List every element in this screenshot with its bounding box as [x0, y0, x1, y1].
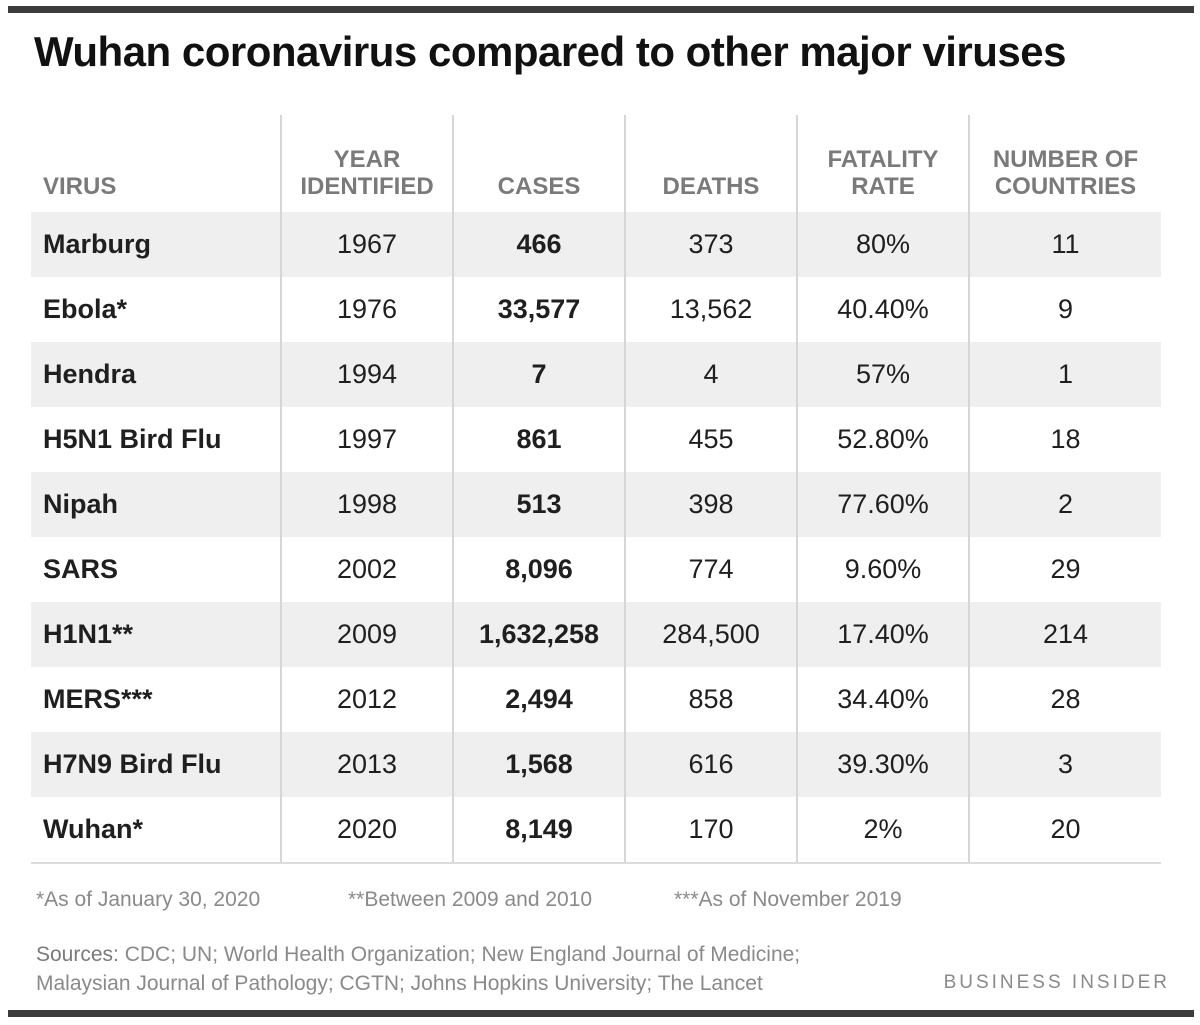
header-year-identified: YEAR IDENTIFIED: [280, 115, 453, 212]
cell-virus: Nipah: [31, 472, 281, 537]
sources-line-2: Malaysian Journal of Pathology; CGTN; Jo…: [36, 972, 763, 995]
cell-year: 1967: [280, 212, 453, 277]
cell-countries: 11: [968, 212, 1161, 277]
cell-year: 2009: [280, 602, 453, 667]
cell-year: 2012: [280, 667, 453, 732]
cell-fatality-rate: 80%: [796, 212, 969, 277]
footnote-mers: ***As of November 2019: [674, 888, 902, 911]
cell-fatality-rate: 9.60%: [796, 537, 969, 602]
table-row: Nipah 1998 513 398 77.60% 2: [31, 472, 1161, 537]
cell-fatality-rate: 52.80%: [796, 407, 969, 472]
cell-fatality-rate: 57%: [796, 342, 969, 407]
header-virus: VIRUS: [43, 173, 117, 200]
cell-cases: 8,096: [452, 537, 625, 602]
header-number-of-countries: NUMBER OF COUNTRIES: [968, 115, 1161, 212]
cell-cases: 2,494: [452, 667, 625, 732]
cell-deaths: 4: [624, 342, 797, 407]
table-row: Ebola* 1976 33,577 13,562 40.40% 9: [31, 277, 1161, 342]
cell-year: 1998: [280, 472, 453, 537]
business-insider-logo: BUSINESS INSIDER: [943, 972, 1170, 993]
cell-deaths: 398: [624, 472, 797, 537]
cell-countries: 1: [968, 342, 1161, 407]
cell-virus: MERS***: [43, 684, 153, 714]
sources-label: Sources:: [36, 943, 119, 966]
header-fatality-rate: FATALITY RATE: [796, 115, 969, 212]
table-row: H7N9 Bird Flu 2013 1,568 616 39.30% 3: [31, 732, 1161, 797]
cell-cases: 7: [452, 342, 625, 407]
cell-fatality-rate: 39.30%: [796, 732, 969, 797]
page-title: Wuhan coronavirus compared to other majo…: [34, 28, 1066, 75]
table-row: SARS 2002 8,096 774 9.60% 29: [31, 537, 1161, 602]
cell-fatality-rate: 17.40%: [796, 602, 969, 667]
cell-countries: 28: [968, 667, 1161, 732]
table-row: Wuhan* 2020 8,149 170 2% 20: [31, 797, 1161, 864]
cell-year: 1997: [280, 407, 453, 472]
cell-year: 2013: [280, 732, 453, 797]
table-row: MERS*** 2012 2,494 858 34.40% 28: [31, 667, 1161, 732]
cell-countries: 3: [968, 732, 1161, 797]
cell-virus: Wuhan*: [31, 797, 281, 864]
cell-virus: SARS: [43, 554, 119, 584]
cell-fatality-rate: 77.60%: [796, 472, 969, 537]
cell-deaths: 616: [624, 732, 797, 797]
cell-fatality-rate: 34.40%: [796, 667, 969, 732]
footnote-h1n1: **Between 2009 and 2010: [348, 888, 593, 911]
virus-comparison-table: VIRUS YEAR IDENTIFIED CASES DEATHS FATALI…: [31, 115, 1161, 864]
sources: Sources: CDC; UN; World Health Organizat…: [36, 940, 800, 998]
cell-year: 2002: [280, 537, 453, 602]
cell-year: 1994: [280, 342, 453, 407]
cell-countries: 29: [968, 537, 1161, 602]
cell-virus: Hendra: [31, 342, 281, 407]
cell-countries: 214: [968, 602, 1161, 667]
cell-cases: 513: [452, 472, 625, 537]
header-deaths: DEATHS: [624, 115, 797, 212]
cell-cases: 861: [452, 407, 625, 472]
cell-year: 2020: [280, 797, 453, 864]
cell-cases: 1,632,258: [452, 602, 625, 667]
cell-virus: Ebola*: [43, 294, 128, 324]
top-border: [8, 6, 1194, 13]
cell-fatality-rate: 2%: [796, 797, 969, 864]
footnote-ebola-wuhan: *As of January 30, 2020: [36, 888, 261, 911]
table-row: H1N1** 2009 1,632,258 284,500 17.40% 214: [31, 602, 1161, 667]
cell-deaths: 774: [624, 537, 797, 602]
cell-countries: 18: [968, 407, 1161, 472]
table-header-row: VIRUS YEAR IDENTIFIED CASES DEATHS FATALI…: [31, 115, 1161, 212]
header-cases: CASES: [452, 115, 625, 212]
cell-deaths: 858: [624, 667, 797, 732]
sources-line-1: CDC; UN; World Health Organization; New …: [124, 943, 801, 966]
bottom-border: [8, 1010, 1194, 1017]
cell-deaths: 13,562: [624, 277, 797, 342]
cell-countries: 9: [968, 277, 1161, 342]
cell-cases: 1,568: [452, 732, 625, 797]
cell-cases: 8,149: [452, 797, 625, 864]
cell-deaths: 170: [624, 797, 797, 864]
cell-virus: H1N1**: [31, 602, 281, 667]
cell-deaths: 373: [624, 212, 797, 277]
cell-deaths: 455: [624, 407, 797, 472]
cell-fatality-rate: 40.40%: [796, 277, 969, 342]
cell-virus: H7N9 Bird Flu: [31, 732, 281, 797]
cell-cases: 466: [452, 212, 625, 277]
table-row: Hendra 1994 7 4 57% 1: [31, 342, 1161, 407]
cell-countries: 2: [968, 472, 1161, 537]
cell-virus: H5N1 Bird Flu: [43, 424, 222, 454]
table-row: H5N1 Bird Flu 1997 861 455 52.80% 18: [31, 407, 1161, 472]
cell-year: 1976: [280, 277, 453, 342]
cell-virus: Marburg: [31, 212, 281, 277]
table-row: Marburg 1967 466 373 80% 11: [31, 212, 1161, 277]
cell-cases: 33,577: [452, 277, 625, 342]
cell-deaths: 284,500: [624, 602, 797, 667]
cell-countries: 20: [968, 797, 1161, 864]
